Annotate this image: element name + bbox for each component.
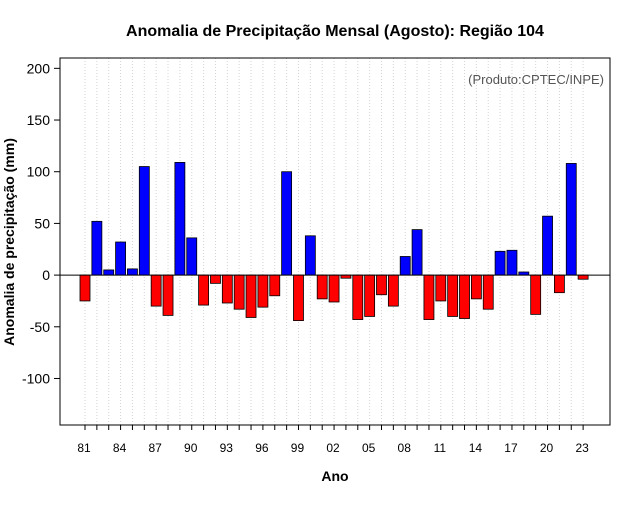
x-tick-label: 14 [469,441,483,455]
plot-frame [59,57,611,426]
bar-1989 [174,162,186,276]
bar-2019 [530,274,542,315]
bar-2009 [411,229,423,276]
x-tick-label: 05 [362,441,376,455]
bar-2011 [435,274,447,302]
bar-2000 [304,235,316,276]
product-credit: (Produto:CPTEC/INPE) [468,72,604,87]
bar-2021 [554,274,565,294]
bar-2004 [352,274,364,320]
x-tick-label: 87 [148,441,162,455]
bar-2022 [565,163,577,276]
x-tick-label: 96 [255,441,269,455]
bar-1984 [115,241,126,276]
y-tick-label: 150 [27,112,51,128]
bar-2006 [376,274,387,296]
bar-2016 [494,250,506,276]
bar-1993 [221,274,233,304]
x-tick-label: 23 [575,441,589,455]
y-tick-label: 50 [34,215,50,231]
x-tick-label: 90 [184,441,198,455]
bar-1982 [91,220,103,276]
y-axis-label: Anomalia de precipitação (mm) [1,138,17,346]
bar-1996 [257,274,269,308]
bar-2002 [328,274,340,303]
x-axis: 81 84 87 90 93 96 99 02 05 08 11 14 17 20 23 [77,425,589,455]
x-tick-label: 93 [220,441,234,455]
y-tick-label: -50 [30,319,50,335]
y-axis: -100 -50 0 50 100 150 200 [22,60,60,386]
x-tick-label: 08 [398,441,412,455]
x-tick-label: 02 [326,441,340,455]
bar-1997 [269,274,281,297]
bar-2008 [399,256,411,276]
x-tick-label: 84 [113,441,127,455]
bar-1985 [127,268,138,276]
x-tick-label: 81 [77,441,91,455]
bar-2014 [470,274,482,300]
bar-1992 [210,274,221,284]
bar-1998 [281,171,293,276]
bar-2010 [423,274,435,320]
x-tick-label: 99 [291,441,305,455]
bar-2001 [316,274,328,300]
bar-1983 [103,269,115,276]
y-tick-label: -100 [22,370,50,386]
bar-1990 [186,237,198,276]
bar-1994 [233,274,245,310]
bar-2013 [459,274,470,319]
bar-1991 [198,274,210,306]
bar-2005 [364,274,376,317]
y-tick-label: 100 [27,164,51,180]
bar-2012 [447,274,459,317]
x-tick-label: 20 [540,441,554,455]
bars [79,162,589,321]
bar-1999 [293,274,304,321]
gridlines [84,58,584,425]
chart-title: Anomalia de Precipitação Mensal (Agosto)… [126,23,544,40]
bar-2017 [506,249,518,276]
bar-2023 [577,274,589,280]
bar-2020 [542,215,553,276]
y-tick-label: 200 [27,60,51,76]
bar-2007 [387,274,399,307]
bar-1988 [162,274,174,316]
bar-1987 [150,274,162,307]
bar-1981 [79,274,91,302]
bar-1986 [138,166,150,276]
bar-1995 [245,274,257,318]
bar-2015 [482,274,494,310]
x-axis-label: Ano [321,468,348,484]
y-tick-label: 0 [42,267,50,283]
x-tick-label: 11 [434,441,447,455]
x-tick-label: 17 [504,441,518,455]
